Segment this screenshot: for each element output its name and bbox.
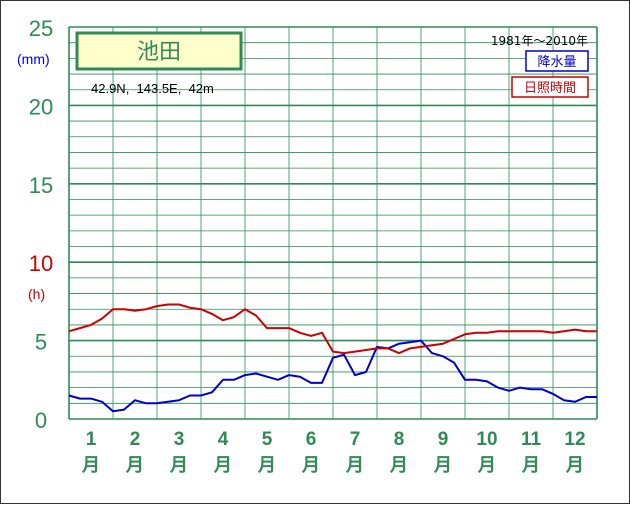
y-tick-label: 5 xyxy=(35,330,47,355)
x-tick-suffix: 月 xyxy=(125,455,144,476)
x-tick-label: 8 xyxy=(394,429,405,450)
x-tick-suffix: 月 xyxy=(521,455,540,476)
x-tick-suffix: 月 xyxy=(169,455,188,476)
legend-sun-box xyxy=(511,76,589,98)
y-tick-label: 20 xyxy=(29,94,53,119)
x-tick-label: 12 xyxy=(564,429,585,450)
station-location: 42.9N, 143.5E, 42m xyxy=(91,81,214,96)
x-tick-suffix: 月 xyxy=(213,455,232,476)
x-tick-label: 6 xyxy=(306,429,317,450)
y-axis: 0 5 10 15 20 25 xyxy=(29,16,53,433)
x-tick-label: 10 xyxy=(476,429,497,450)
legend-sun-label: 日照時間 xyxy=(524,81,576,96)
x-tick-suffix: 月 xyxy=(257,455,276,476)
x-tick-label: 2 xyxy=(130,429,141,450)
x-tick-suffix: 月 xyxy=(81,455,100,476)
series-line-precipitation xyxy=(68,339,597,413)
x-tick-suffix: 月 xyxy=(477,455,496,476)
x-tick-label: 3 xyxy=(174,429,185,450)
x-tick-suffix: 月 xyxy=(433,455,452,476)
x-tick-suffix: 月 xyxy=(301,455,320,476)
precip-unit-label: (mm) xyxy=(17,51,50,67)
x-tick-suffix: 月 xyxy=(345,455,364,476)
x-tick-label: 7 xyxy=(350,429,361,450)
y-tick-label: 0 xyxy=(35,408,47,433)
series-line-sunshine xyxy=(68,303,597,355)
x-tick-suffix: 月 xyxy=(389,455,408,476)
grid xyxy=(68,26,598,420)
legend-precip-label: 降水量 xyxy=(537,55,576,70)
station-title-box xyxy=(75,31,243,71)
sun-unit-label: (h) xyxy=(28,286,45,302)
x-tick-label: 1 xyxy=(86,429,97,450)
legend-precip-box xyxy=(525,50,589,72)
x-tick-label: 4 xyxy=(218,429,229,450)
series-group xyxy=(68,303,597,413)
x-tick-label: 9 xyxy=(438,429,449,450)
x-axis: 1 月 2 月 3 月 4 月 5 月 6 月 7 月 8 月 9 月 10 月 11 月 12 月 xyxy=(81,429,586,476)
y-tick-label: 25 xyxy=(29,16,53,41)
station-title: 池田 xyxy=(137,40,181,65)
x-tick-suffix: 月 xyxy=(565,455,584,476)
x-tick-label: 11 xyxy=(521,429,542,450)
period-label: 1981年〜2010年 xyxy=(491,34,588,48)
y-tick-label: 10 xyxy=(29,251,53,276)
x-tick-label: 5 xyxy=(262,429,273,450)
y-tick-label: 15 xyxy=(29,173,53,198)
